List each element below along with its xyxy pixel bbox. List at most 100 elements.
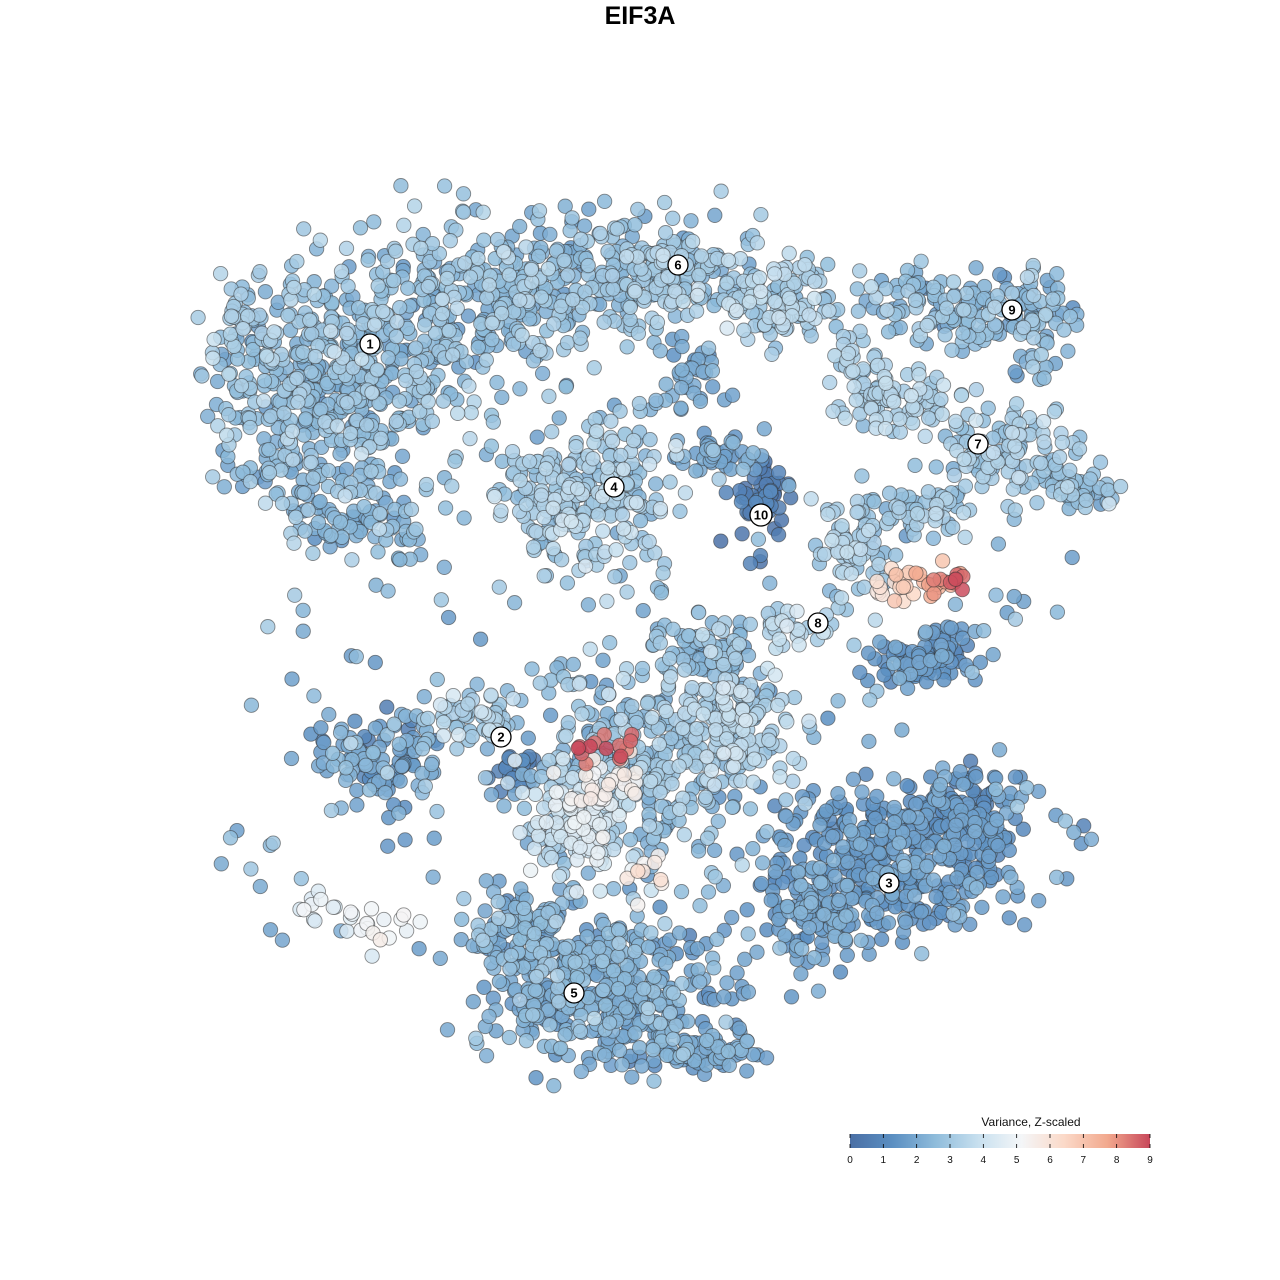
cell-point: [473, 704, 489, 720]
cell-point: [716, 745, 732, 762]
cell-point: [565, 292, 581, 308]
cell-point: [1048, 869, 1065, 885]
cell-point: [263, 408, 279, 424]
cell-point: [662, 651, 678, 667]
cell-point: [574, 706, 590, 722]
cell-point: [767, 667, 783, 683]
cell-point: [1036, 370, 1052, 386]
cell-point: [622, 299, 638, 316]
cell-point: [221, 407, 237, 423]
cell-point: [968, 769, 984, 785]
cell-point: [944, 342, 960, 358]
cell-point: [648, 476, 664, 492]
cell-point: [891, 835, 907, 851]
cell-point: [791, 637, 807, 653]
cell-point: [1011, 469, 1027, 486]
cell-point: [715, 680, 731, 696]
cell-point: [516, 800, 533, 817]
cell-point: [709, 931, 725, 948]
cell-point: [542, 707, 559, 723]
cell-point: [840, 854, 856, 870]
cell-point: [724, 909, 740, 926]
cell-point: [461, 378, 477, 394]
cell-point: [783, 989, 800, 1005]
cell-point: [489, 374, 505, 391]
cell-point: [946, 467, 962, 484]
cell-point: [261, 441, 277, 458]
cell-point: [739, 1033, 755, 1049]
cell-point: [608, 542, 624, 558]
cell-point: [432, 697, 449, 713]
cell-point: [533, 289, 550, 305]
cell-point: [779, 618, 795, 634]
cell-point: [449, 741, 465, 757]
cell-point: [881, 485, 898, 501]
cell-point: [1064, 549, 1080, 566]
cell-point: [306, 286, 322, 303]
cell-point: [615, 461, 632, 477]
cell-point: [869, 573, 885, 590]
cell-point: [484, 315, 500, 331]
cell-point: [533, 487, 550, 503]
cell-point: [475, 204, 491, 220]
cell-point: [830, 693, 846, 709]
cell-point: [429, 803, 445, 820]
cell-point: [591, 940, 607, 956]
cell-point: [839, 947, 855, 963]
cell-point: [332, 514, 349, 530]
cell-point: [716, 989, 732, 1005]
cell-point: [1071, 441, 1088, 457]
cell-point: [983, 869, 1000, 885]
cell-point: [869, 788, 885, 805]
cell-point: [943, 620, 959, 636]
cell-point: [692, 898, 708, 914]
cell-point: [705, 442, 721, 459]
cell-point: [1007, 611, 1024, 627]
cell-point: [496, 798, 512, 814]
cell-point: [1049, 266, 1065, 282]
cell-point: [719, 320, 735, 336]
cell-point: [296, 902, 312, 918]
cell-point: [797, 257, 813, 273]
cell-point: [786, 689, 803, 706]
cell-point: [380, 350, 396, 366]
cell-point: [720, 252, 737, 268]
cell-point: [673, 400, 689, 416]
cell-point: [845, 771, 862, 787]
cell-point: [297, 523, 313, 539]
cell-point: [753, 283, 769, 300]
cell-point: [720, 1043, 736, 1060]
cell-point: [425, 869, 441, 885]
cell-point: [964, 664, 980, 681]
cell-point: [926, 572, 942, 588]
cell-point: [1007, 769, 1024, 785]
cell-point: [219, 427, 235, 443]
cell-point: [283, 750, 300, 767]
cell-point: [688, 303, 705, 319]
cell-point: [968, 880, 985, 896]
cell-point: [576, 809, 592, 825]
cell-point: [659, 1047, 675, 1063]
cell-point: [671, 925, 688, 941]
cell-point: [839, 877, 855, 894]
cell-point: [312, 232, 328, 248]
cell-point: [590, 845, 606, 861]
cell-point: [570, 740, 586, 756]
svg-text:2: 2: [497, 730, 504, 745]
cell-point: [485, 414, 501, 430]
cluster-label-2: 2: [490, 726, 512, 748]
cell-point: [658, 955, 674, 972]
cell-point: [1062, 462, 1078, 478]
cell-point: [818, 803, 834, 819]
cell-point: [233, 286, 249, 302]
cell-point: [484, 331, 500, 348]
cell-point: [1019, 780, 1035, 796]
cell-point: [644, 710, 660, 726]
cell-point: [475, 932, 491, 948]
cell-point: [284, 423, 300, 439]
cell-point: [955, 505, 972, 521]
cell-point: [839, 544, 855, 560]
cell-point: [876, 667, 892, 683]
cell-point: [483, 687, 499, 703]
cell-point: [360, 252, 376, 268]
